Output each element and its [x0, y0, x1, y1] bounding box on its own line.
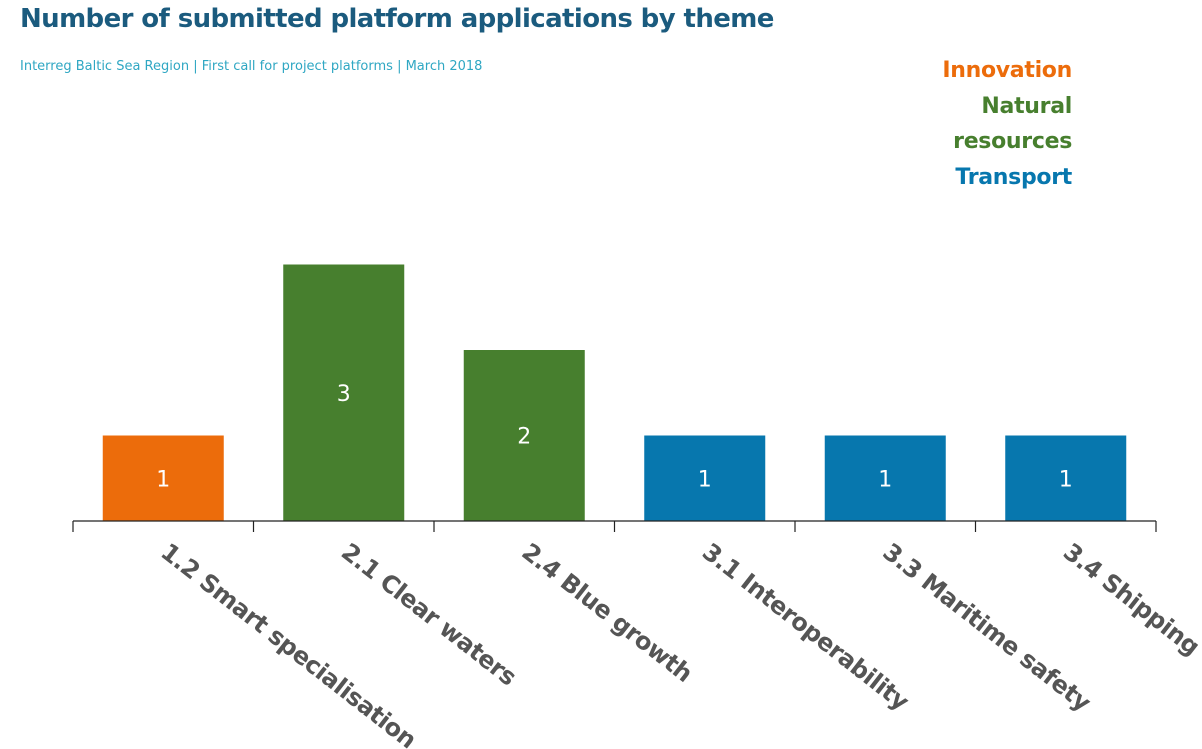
bar-3-1-interoperability — [644, 435, 766, 521]
data-label-3-3-maritime-safety: 1 — [878, 467, 892, 492]
chart-title: Number of submitted platform application… — [20, 4, 774, 34]
category-label-2-1-clear-waters: 2.1 Clear waters — [336, 538, 522, 692]
data-label-3-4-shipping: 1 — [1059, 467, 1073, 492]
category-label-2-4-blue-growth: 2.4 Blue growth — [517, 538, 698, 688]
legend-item-innovation: Innovation — [942, 58, 1072, 83]
bar-1-2-smart-specialisation — [102, 435, 224, 521]
bar-3-4-shipping — [1005, 435, 1127, 521]
bar-2-4-blue-growth — [463, 350, 585, 521]
legend: Innovation Natural resources Transport — [872, 53, 1072, 195]
data-label-3-1-interoperability: 1 — [698, 467, 712, 492]
legend-item-natural-resources: Natural resources — [953, 93, 1072, 155]
data-label-2-4-blue-growth: 2 — [517, 425, 531, 450]
data-label-1-2-smart-specialisation: 1 — [156, 467, 170, 492]
category-label-3-4-shipping: 3.4 Shipping — [1058, 538, 1202, 661]
chart-subtitle: Interreg Baltic Sea Region | First call … — [20, 59, 483, 74]
data-label-2-1-clear-waters: 3 — [337, 382, 351, 407]
bar-2-1-clear-waters — [283, 264, 405, 521]
legend-item-transport: Transport — [955, 164, 1072, 190]
category-label-3-1-interoperability: 3.1 Interoperability — [697, 538, 915, 717]
bar-3-3-maritime-safety — [824, 435, 946, 521]
